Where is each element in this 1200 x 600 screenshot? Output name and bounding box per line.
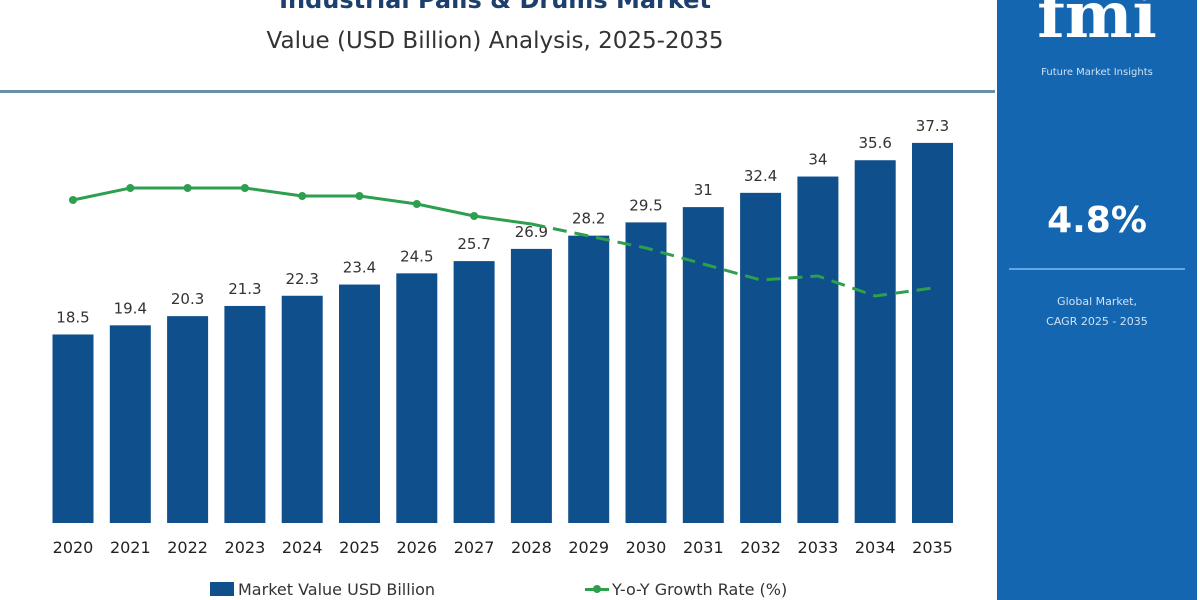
bar xyxy=(625,222,667,523)
x-tick-label: 2029 xyxy=(568,538,609,557)
bar-value-label: 25.7 xyxy=(457,235,490,253)
cagr-label: Global Market, CAGR 2025 - 2035 xyxy=(997,292,1197,332)
bar xyxy=(281,295,323,523)
x-tick-label: 2026 xyxy=(396,538,437,557)
bar xyxy=(568,235,610,523)
growth-point xyxy=(298,192,307,200)
bar-value-label: 31 xyxy=(694,181,713,199)
x-tick-label: 2020 xyxy=(53,538,94,557)
bar xyxy=(52,334,94,523)
bar-value-label: 34 xyxy=(808,151,827,169)
bar xyxy=(109,325,151,523)
legend-line-marker xyxy=(593,585,601,593)
x-tick-label: 2023 xyxy=(225,538,266,557)
x-tick-label: 2028 xyxy=(511,538,552,557)
cagr-label-line1: Global Market, xyxy=(1057,295,1137,308)
bar-value-label: 37.3 xyxy=(916,117,949,135)
bar xyxy=(682,207,724,524)
bar-value-label: 21.3 xyxy=(228,280,261,298)
x-tick-label: 2025 xyxy=(339,538,380,557)
bar-value-label: 20.3 xyxy=(171,290,204,308)
growth-point xyxy=(126,184,135,192)
x-tick-label: 2030 xyxy=(626,538,667,557)
divider xyxy=(0,90,995,93)
x-tick-label: 2031 xyxy=(683,538,724,557)
legend-line-label: Y-o-Y Growth Rate (%) xyxy=(612,580,788,599)
bar-value-label: 24.5 xyxy=(400,247,433,265)
bar xyxy=(339,284,380,523)
bar xyxy=(797,176,839,524)
chart-subtitle: Value (USD Billion) Analysis, 2025-2035 xyxy=(266,28,724,54)
legend-bar-label: Market Value USD Billion xyxy=(238,580,436,599)
bar-value-label: 19.4 xyxy=(114,299,147,317)
bar xyxy=(224,305,266,523)
x-tick-label: 2022 xyxy=(167,538,208,557)
cagr-value: 4.8% xyxy=(1047,200,1147,241)
bar-value-label: 29.5 xyxy=(629,196,662,214)
brand-name: Future Market Insights xyxy=(1041,67,1153,78)
bar-value-label: 35.6 xyxy=(858,134,891,152)
bar xyxy=(510,248,552,523)
chart-title: Industrial Pails & Drums Market xyxy=(279,0,711,14)
bar-value-label: 32.4 xyxy=(744,167,777,185)
legend-bar-swatch xyxy=(210,582,234,596)
bar-value-label: 18.5 xyxy=(56,308,89,326)
bar-value-label: 23.4 xyxy=(343,259,376,277)
side-panel: fmi Future Market Insights 4.8% Global M… xyxy=(997,0,1197,600)
growth-point xyxy=(470,212,479,220)
bar-value-label: 28.2 xyxy=(572,210,605,228)
growth-point xyxy=(412,200,421,208)
x-tick-label: 2032 xyxy=(740,538,781,557)
cagr-label-line2: CAGR 2025 - 2035 xyxy=(1046,315,1148,328)
growth-line-dashed xyxy=(531,222,933,298)
bar xyxy=(854,160,896,523)
growth-point xyxy=(69,196,77,204)
x-tick-label: 2021 xyxy=(110,538,151,557)
growth-point xyxy=(240,184,249,192)
chart-plot: 18.5 2020 19.4 2021 20.3 2022 21.3 2023 22.3 2024… xyxy=(52,117,953,557)
bar-value-label: 26.9 xyxy=(515,223,548,241)
x-tick-label: 2034 xyxy=(855,538,896,557)
bar xyxy=(167,316,209,523)
bar xyxy=(740,192,782,523)
growth-point xyxy=(183,184,192,192)
growth-point xyxy=(355,192,364,200)
panel-divider xyxy=(1009,268,1185,270)
x-tick-label: 2033 xyxy=(798,538,839,557)
fmi-logo: fmi xyxy=(1037,0,1157,53)
x-tick-label: 2027 xyxy=(454,538,495,557)
bar xyxy=(453,261,495,523)
bar-value-label: 22.3 xyxy=(285,270,318,288)
x-tick-label: 2024 xyxy=(282,538,323,557)
bar xyxy=(396,273,438,523)
x-tick-label: 2035 xyxy=(912,538,953,557)
bar xyxy=(912,142,953,523)
